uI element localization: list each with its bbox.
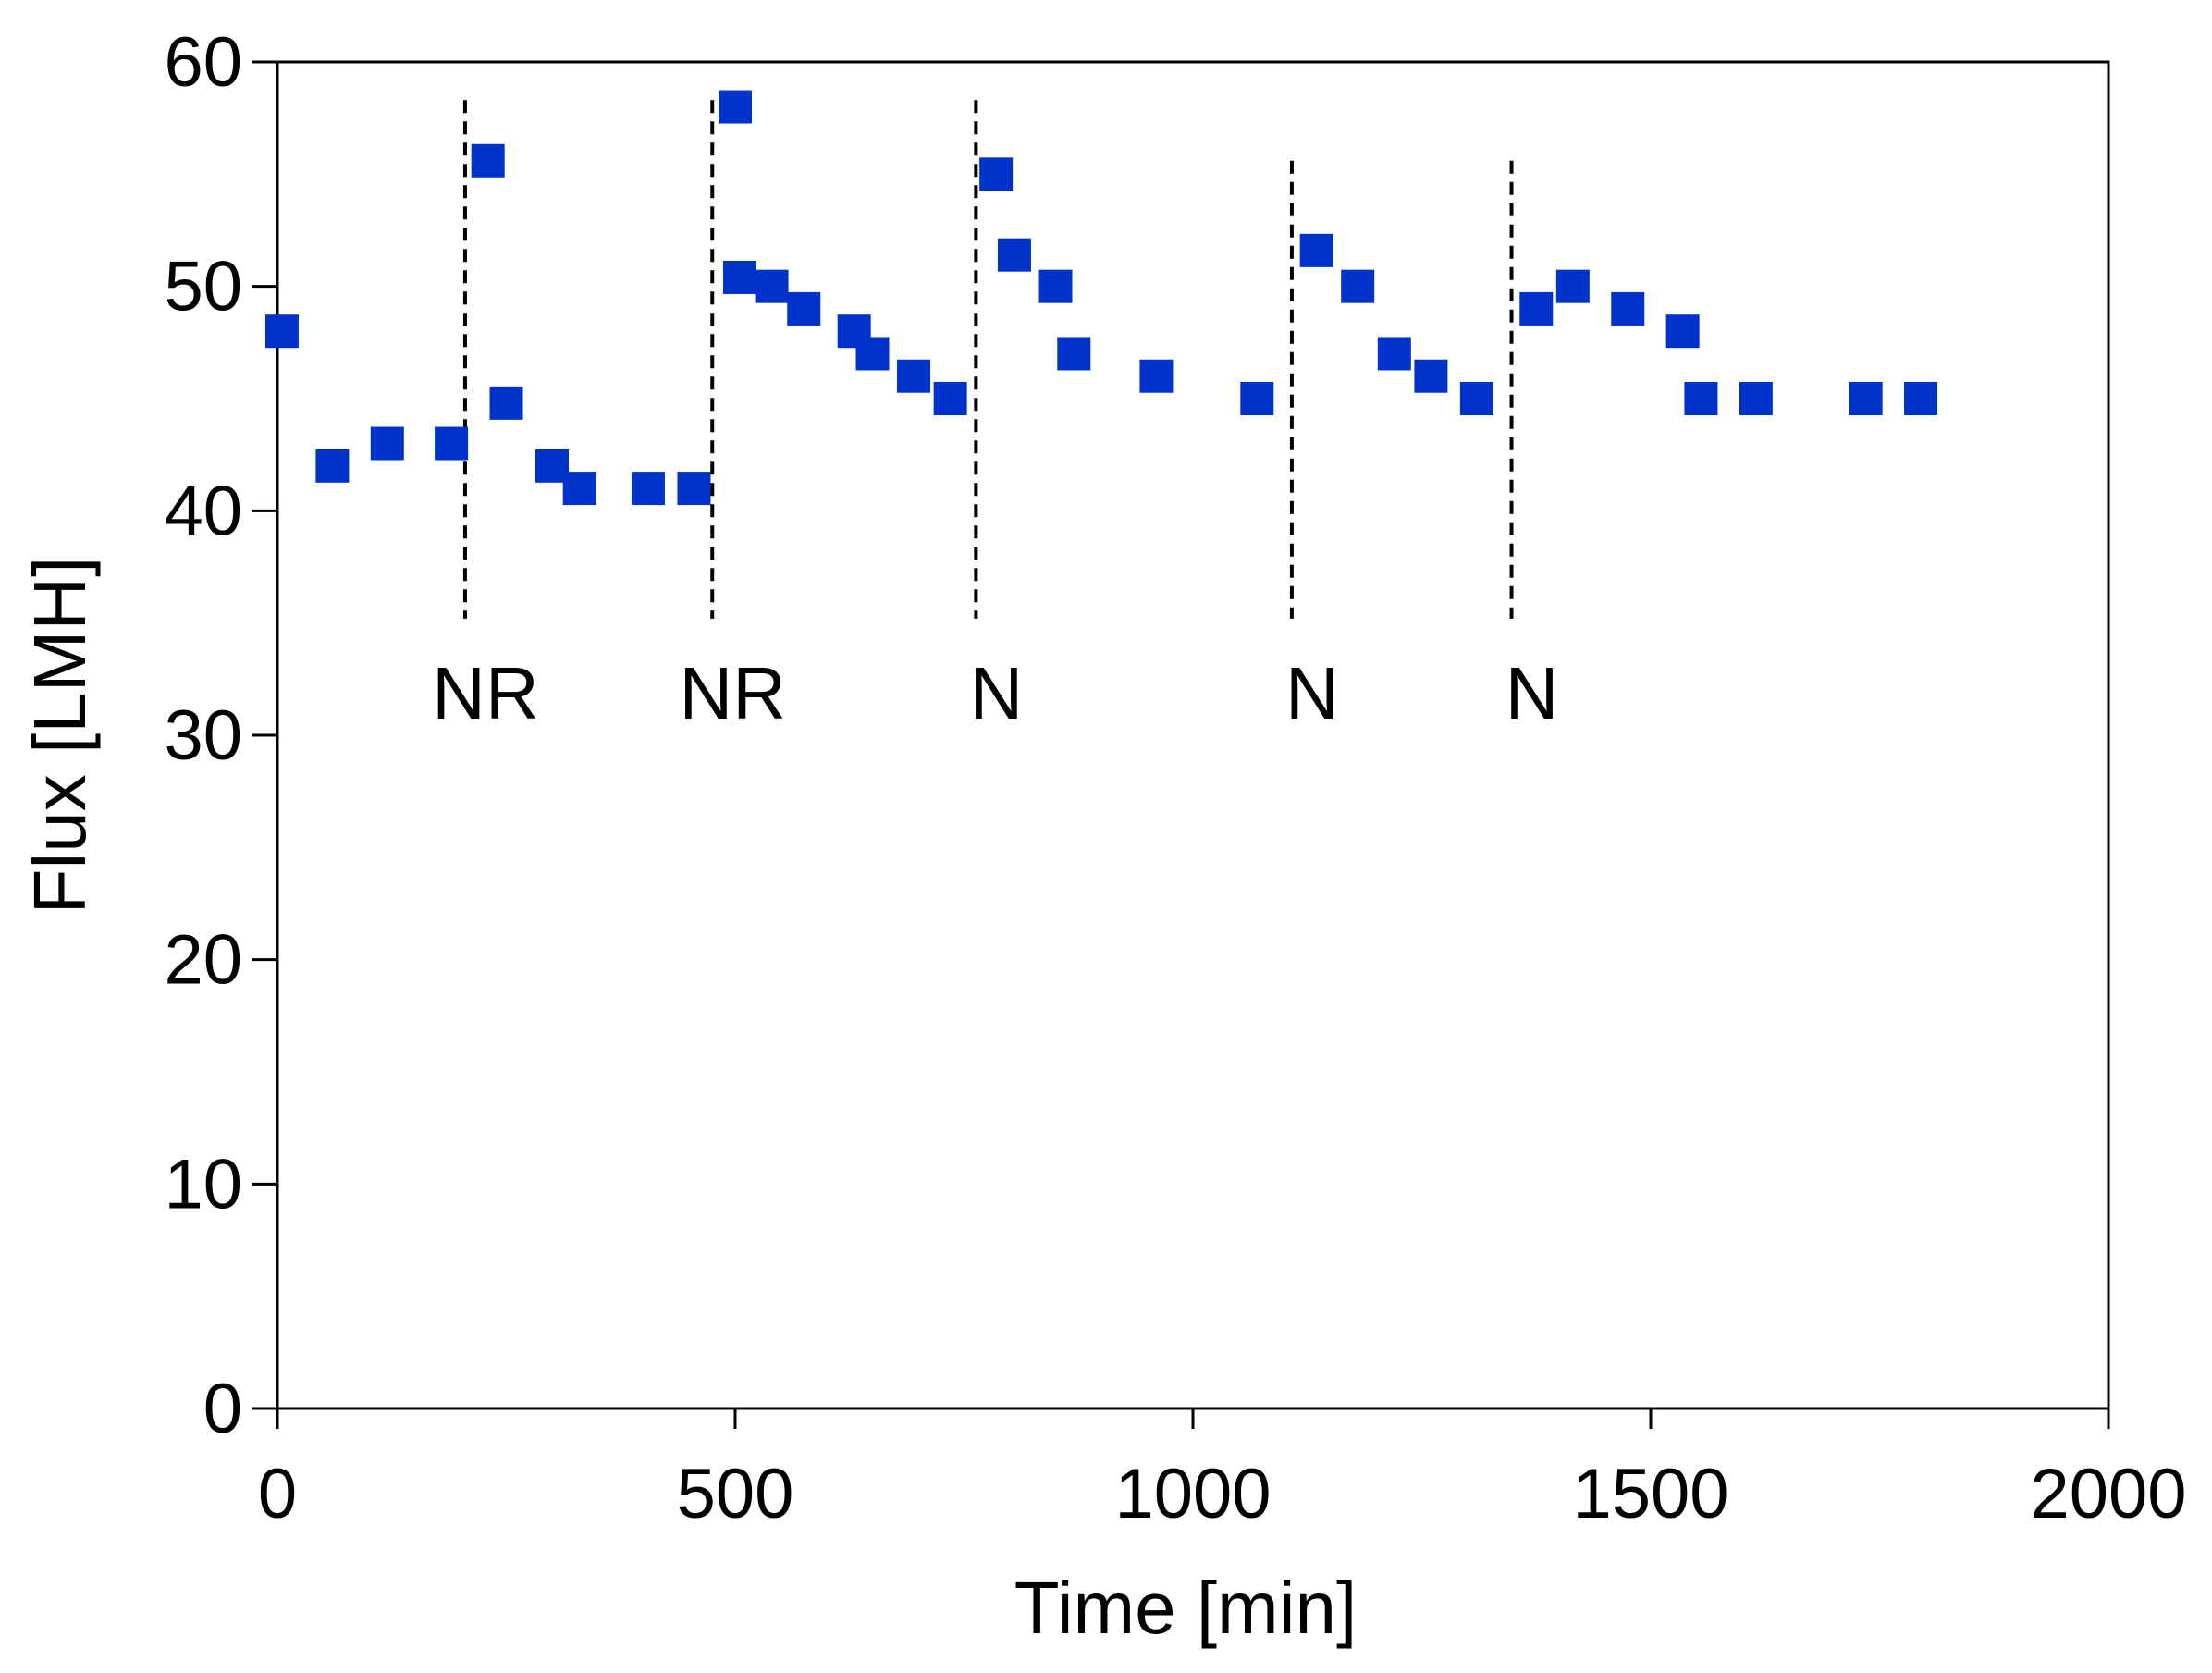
y-tick-label: 60 — [164, 23, 242, 102]
event-label: NR — [679, 652, 786, 734]
data-point — [1555, 269, 1590, 303]
event-label: N — [1505, 652, 1559, 734]
data-point — [370, 426, 404, 461]
data-point — [677, 472, 711, 506]
data-point — [315, 449, 350, 483]
data-point — [1684, 382, 1718, 415]
y-tick-label: 10 — [164, 1145, 242, 1224]
data-point — [1519, 291, 1554, 326]
data-point — [997, 238, 1031, 272]
data-point — [435, 426, 469, 461]
data-point — [1414, 359, 1448, 393]
x-tick-label: 1000 — [1114, 1455, 1271, 1533]
data-point — [722, 260, 756, 294]
event-labels: NR NR N N N — [432, 652, 1558, 734]
y-axis: 0 10 20 30 40 50 60 — [164, 23, 277, 1448]
x-axis: 0 500 1000 1500 2000 — [258, 1409, 2187, 1533]
x-tick-label: 500 — [677, 1455, 794, 1533]
data-point — [855, 337, 890, 371]
data-point — [719, 90, 752, 124]
data-point — [979, 157, 1014, 191]
y-tick-label: 0 — [203, 1370, 242, 1448]
event-label: N — [969, 652, 1023, 734]
data-point — [1665, 314, 1700, 349]
data-point — [1139, 359, 1174, 393]
data-point — [1299, 233, 1333, 267]
y-tick-label: 30 — [164, 696, 242, 775]
x-axis-title: Time [min] — [1014, 1567, 1357, 1649]
data-point — [1904, 382, 1938, 415]
data-point — [787, 291, 821, 326]
data-point — [1611, 291, 1645, 326]
event-label: N — [1285, 652, 1339, 734]
plot-area-frame — [276, 60, 2110, 1410]
data-point — [933, 382, 967, 415]
data-point — [1459, 382, 1493, 415]
data-point — [562, 472, 596, 506]
data-point — [631, 472, 665, 506]
data-point — [471, 143, 505, 178]
data-point — [1739, 382, 1773, 415]
data-point — [1057, 337, 1091, 371]
x-tick-label: 2000 — [2030, 1455, 2186, 1533]
data-point — [897, 359, 931, 393]
event-label: NR — [432, 652, 539, 734]
x-tick-label: 1500 — [1572, 1455, 1728, 1533]
data-point — [1377, 337, 1411, 371]
data-point — [1341, 269, 1375, 303]
y-tick-label: 20 — [164, 921, 242, 1000]
data-point — [264, 314, 299, 349]
y-tick-label: 50 — [164, 248, 242, 326]
x-tick-label: 0 — [258, 1455, 297, 1533]
y-axis-title: Flux [LMH] — [18, 557, 101, 915]
data-point — [755, 269, 789, 303]
data-point — [1240, 382, 1274, 415]
data-point — [1849, 382, 1883, 415]
data-series — [264, 90, 1938, 506]
y-tick-label: 40 — [164, 472, 242, 550]
event-lines — [462, 100, 1514, 619]
data-point — [489, 386, 523, 420]
data-point — [1038, 269, 1073, 303]
